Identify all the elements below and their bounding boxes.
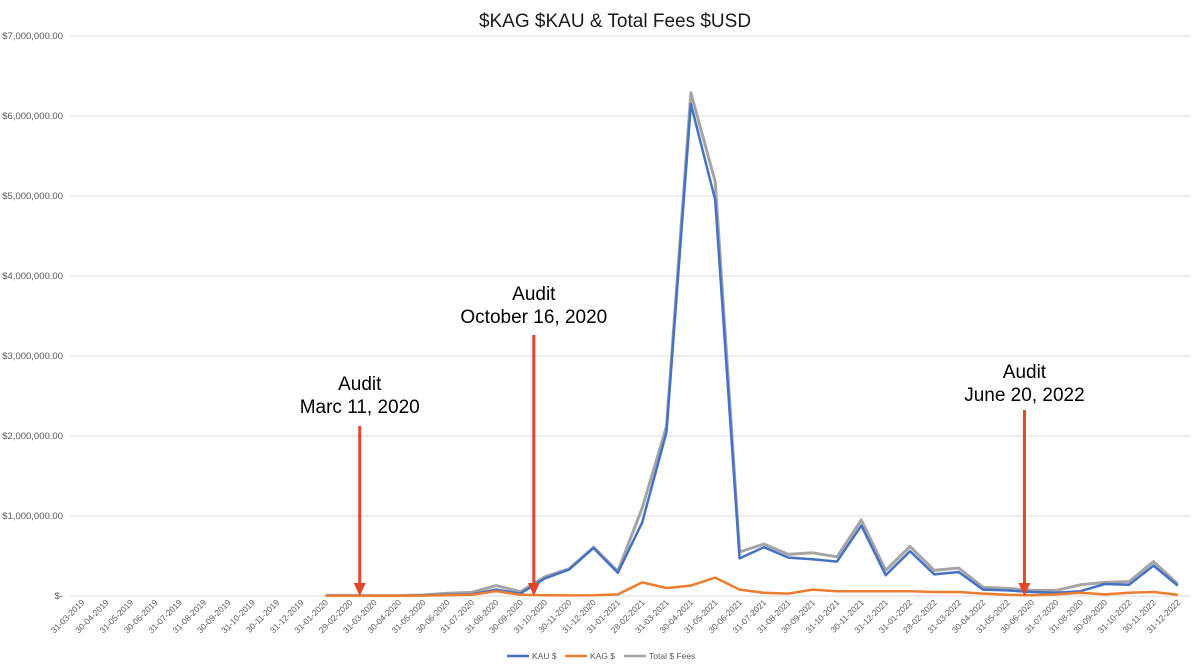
y-tick-label: $3,000,000.00: [2, 351, 63, 362]
annotation-title: Audit: [1003, 362, 1047, 383]
legend-label: Total $ Fees: [649, 651, 695, 661]
annotation-arrow-head: [353, 583, 366, 596]
series-line-kau: [325, 102, 1179, 598]
y-tick-label: $7,000,000.00: [2, 31, 63, 42]
annotation-date: October 16, 2020: [460, 307, 607, 328]
annotation-arrow-head: [527, 583, 540, 596]
annotation-title: Audit: [512, 284, 556, 305]
y-tick-label: $1,000,000.00: [2, 511, 63, 522]
annotation-arrow-head: [1018, 583, 1031, 596]
y-tick-label: $2,000,000.00: [2, 431, 63, 442]
annotation-date: Marc 11, 2020: [300, 397, 420, 418]
gridlines: [70, 35, 1190, 597]
legend: KAU $ KAG $ Total $ Fees: [507, 651, 695, 661]
series-line-kag: [325, 576, 1178, 598]
y-tick-label: $4,000,000.00: [2, 271, 63, 282]
legend-label: KAU $: [532, 651, 557, 661]
y-tick-label: $5,000,000.00: [2, 191, 63, 202]
y-axis: $- $1,000,000.00 $2,000,000.00 $3,000,000.0…: [2, 31, 63, 602]
y-tick-label: $-: [55, 591, 63, 602]
y-tick-label: $6,000,000.00: [2, 111, 63, 122]
annotation-title: Audit: [338, 374, 382, 395]
annotation-date: June 20, 2022: [964, 385, 1084, 406]
series-lines: [325, 91, 1179, 598]
legend-label: KAG $: [590, 651, 615, 661]
chart-title: $KAG $KAU & Total Fees $USD: [479, 11, 751, 32]
x-axis: 31-03-201930-04-201931-05-201930-06-2019…: [49, 597, 1183, 635]
series-line-total-fees: [325, 91, 1179, 598]
